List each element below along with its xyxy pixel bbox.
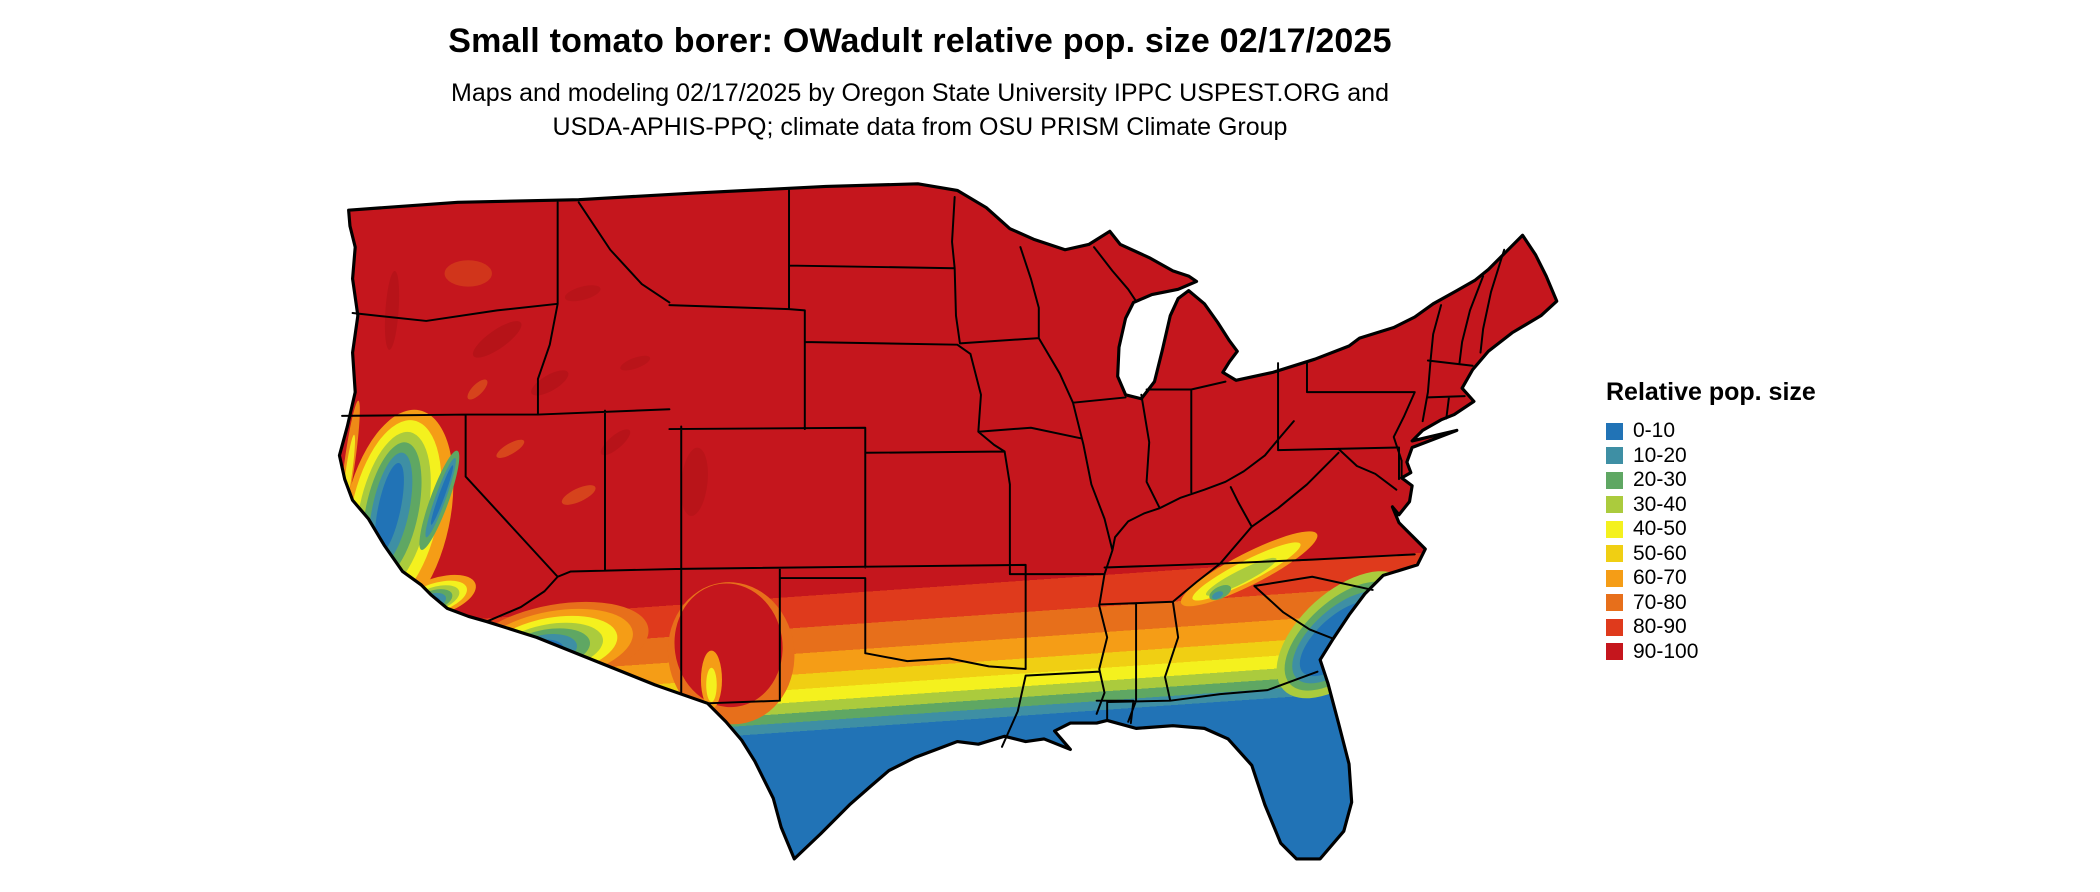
- legend-item: 30-40: [1606, 493, 1866, 518]
- legend-swatch: [1606, 422, 1623, 440]
- subtitle-line-1: Maps and modeling 02/17/2025 by Oregon S…: [451, 79, 1389, 107]
- terrain-mottling: [384, 260, 708, 516]
- legend-item: 60-70: [1606, 566, 1866, 591]
- legend-swatch: [1606, 471, 1623, 489]
- legend-item-label: 40-50: [1633, 517, 1687, 541]
- legend-item: 20-30: [1606, 468, 1866, 493]
- legend-item-label: 80-90: [1633, 615, 1687, 639]
- legend-item-label: 10-20: [1633, 443, 1687, 467]
- page-title: Small tomato borer: OWadult relative pop…: [448, 22, 1392, 60]
- legend-swatch: [1606, 496, 1623, 514]
- legend-swatch: [1606, 569, 1623, 587]
- legend-item-label: 20-30: [1633, 468, 1687, 492]
- legend-swatch: [1606, 594, 1623, 612]
- legend-item: 80-90: [1606, 615, 1866, 640]
- legend-item-label: 50-60: [1633, 541, 1687, 565]
- legend-item: 70-80: [1606, 591, 1866, 616]
- legend: Relative pop. size 0-10 10-20 20-30 30-40 40…: [1606, 378, 1866, 664]
- legend-item-label: 60-70: [1633, 566, 1687, 590]
- legend-swatch: [1606, 618, 1623, 636]
- us-outline: [337, 182, 1559, 861]
- legend-item-label: 70-80: [1633, 590, 1687, 614]
- legend-item: 0-10: [1606, 419, 1866, 444]
- population-color-field: [339, 183, 1557, 859]
- legend-item-label: 30-40: [1633, 492, 1687, 516]
- state-borders: [341, 189, 1506, 748]
- legend-item: 40-50: [1606, 517, 1866, 542]
- legend-item-label: 0-10: [1633, 419, 1676, 443]
- us-map-svg: [337, 182, 1559, 861]
- page-subtitle: Maps and modeling 02/17/2025 by Oregon S…: [0, 76, 1840, 144]
- legend-item: 90-100: [1606, 640, 1866, 665]
- legend-swatch: [1606, 520, 1623, 538]
- us-map: [300, 168, 1562, 880]
- legend-item: 50-60: [1606, 542, 1866, 567]
- legend-item-label: 90-100: [1633, 639, 1699, 663]
- legend-swatch: [1606, 545, 1623, 563]
- legend-title: Relative pop. size: [1606, 378, 1816, 406]
- legend-swatch: [1606, 643, 1623, 661]
- legend-items: 0-10 10-20 20-30 30-40 40-50 50-60 60-70 70-80 8…: [1606, 419, 1866, 664]
- subtitle-line-2: USDA-APHIS-PPQ; climate data from OSU PR…: [552, 113, 1288, 141]
- legend-swatch: [1606, 447, 1623, 465]
- legend-item: 10-20: [1606, 444, 1866, 469]
